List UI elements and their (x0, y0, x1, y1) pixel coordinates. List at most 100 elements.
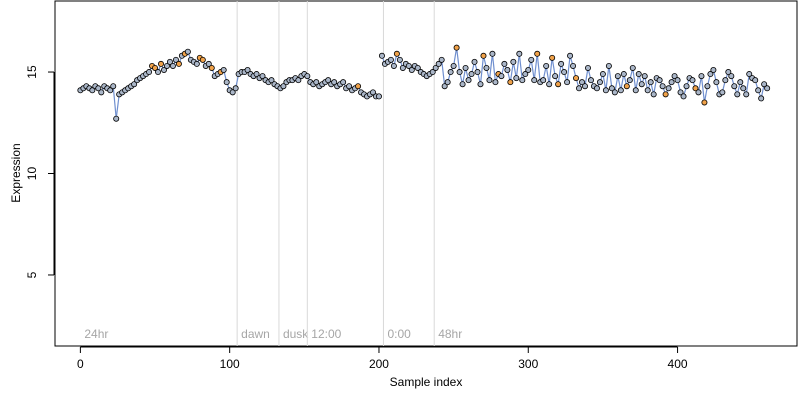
sample-segment (515, 53, 520, 79)
sample-point (259, 73, 266, 80)
sample-segment (479, 55, 485, 85)
sample-point (405, 62, 412, 69)
sample-segment (115, 94, 120, 119)
sample-point (375, 93, 382, 100)
sample-point (166, 58, 173, 65)
sample-segment (488, 53, 494, 81)
sample-point (534, 50, 541, 57)
sample-point (414, 64, 421, 71)
marker-label: 24hr (84, 327, 108, 341)
sample-point (644, 87, 651, 94)
sample-point (465, 77, 472, 84)
sample-point (253, 71, 260, 78)
sample-segment (453, 47, 458, 67)
sample-point (107, 87, 114, 94)
x-tick-label: 100 (220, 357, 240, 371)
x-axis-title: Sample index (390, 375, 463, 389)
marker-label: 0:00 (387, 327, 411, 341)
sample-point (683, 83, 690, 90)
sample-point (587, 77, 594, 84)
sample-point (555, 81, 562, 88)
sample-point (540, 77, 547, 84)
sample-point (549, 54, 556, 61)
sample-point (632, 87, 639, 94)
sample-point (480, 52, 487, 59)
sample-point (635, 71, 642, 78)
sample-point (662, 91, 669, 98)
sample-point (304, 73, 311, 80)
sample-point (752, 77, 759, 84)
sample-point (456, 69, 463, 76)
sample-segment (608, 65, 613, 89)
sample-point (689, 77, 696, 84)
sample-point (492, 79, 499, 86)
sample-point (220, 67, 227, 74)
sample-point (680, 93, 687, 100)
sample-point (707, 71, 714, 78)
y-axis-title: Expression (9, 143, 23, 202)
sample-point (761, 81, 768, 88)
marker-label: dusk (283, 327, 309, 341)
sample-segment (557, 63, 562, 85)
x-axis: 0 100 200 300 400 (77, 346, 688, 371)
sample-point (516, 50, 523, 57)
sample-point (193, 60, 200, 67)
sample-point (725, 69, 732, 76)
sample-point (474, 69, 481, 76)
sample-point (450, 62, 457, 69)
sample-point (743, 91, 750, 98)
sample-point (163, 62, 170, 69)
sample-segment (530, 59, 535, 81)
y-tick-label: 5 (25, 271, 39, 278)
sample-point (552, 73, 559, 80)
sample-point (175, 60, 182, 67)
sample-segment (545, 65, 550, 85)
sample-point (584, 64, 591, 71)
sample-point (205, 60, 212, 67)
sample-segment (509, 61, 514, 83)
sample-point (531, 77, 538, 84)
sample-point (623, 83, 630, 90)
sample-point (393, 50, 400, 57)
sample-point (608, 85, 615, 92)
sample-point (671, 73, 678, 80)
sample-point (208, 64, 215, 71)
plot-frame (54, 0, 798, 347)
sample-point (677, 89, 684, 96)
sample-point (602, 87, 609, 94)
sample-point (564, 79, 571, 86)
sample-point (719, 89, 726, 96)
sample-point (131, 81, 138, 88)
sample-point (477, 81, 484, 88)
sample-point (280, 83, 287, 90)
sample-point (199, 56, 206, 63)
sample-point (172, 56, 179, 63)
sample-point (659, 83, 666, 90)
sample-point (459, 81, 466, 88)
sample-segment (632, 67, 637, 91)
sample-point (498, 73, 505, 80)
sample-point (525, 67, 532, 74)
sample-point (462, 64, 469, 71)
sample-point (579, 79, 586, 86)
sample-point (695, 89, 702, 96)
sample-point (146, 69, 153, 76)
sample-point (295, 77, 302, 84)
sample-point (444, 79, 451, 86)
sample-point (620, 71, 627, 78)
sample-point (570, 62, 577, 69)
sample-point (722, 77, 729, 84)
sample-point (704, 83, 711, 90)
sample-segment (491, 53, 497, 83)
sample-point (576, 85, 583, 92)
sample-point (710, 67, 717, 74)
sample-point (441, 83, 448, 90)
sample-point (152, 64, 159, 71)
sample-point (746, 71, 753, 78)
sample-point (701, 99, 708, 106)
sample-point (513, 75, 520, 82)
y-axis: 5 10 15 (25, 65, 55, 278)
sample-point (232, 85, 239, 92)
sample-segment (745, 73, 750, 95)
sample-point (593, 85, 600, 92)
